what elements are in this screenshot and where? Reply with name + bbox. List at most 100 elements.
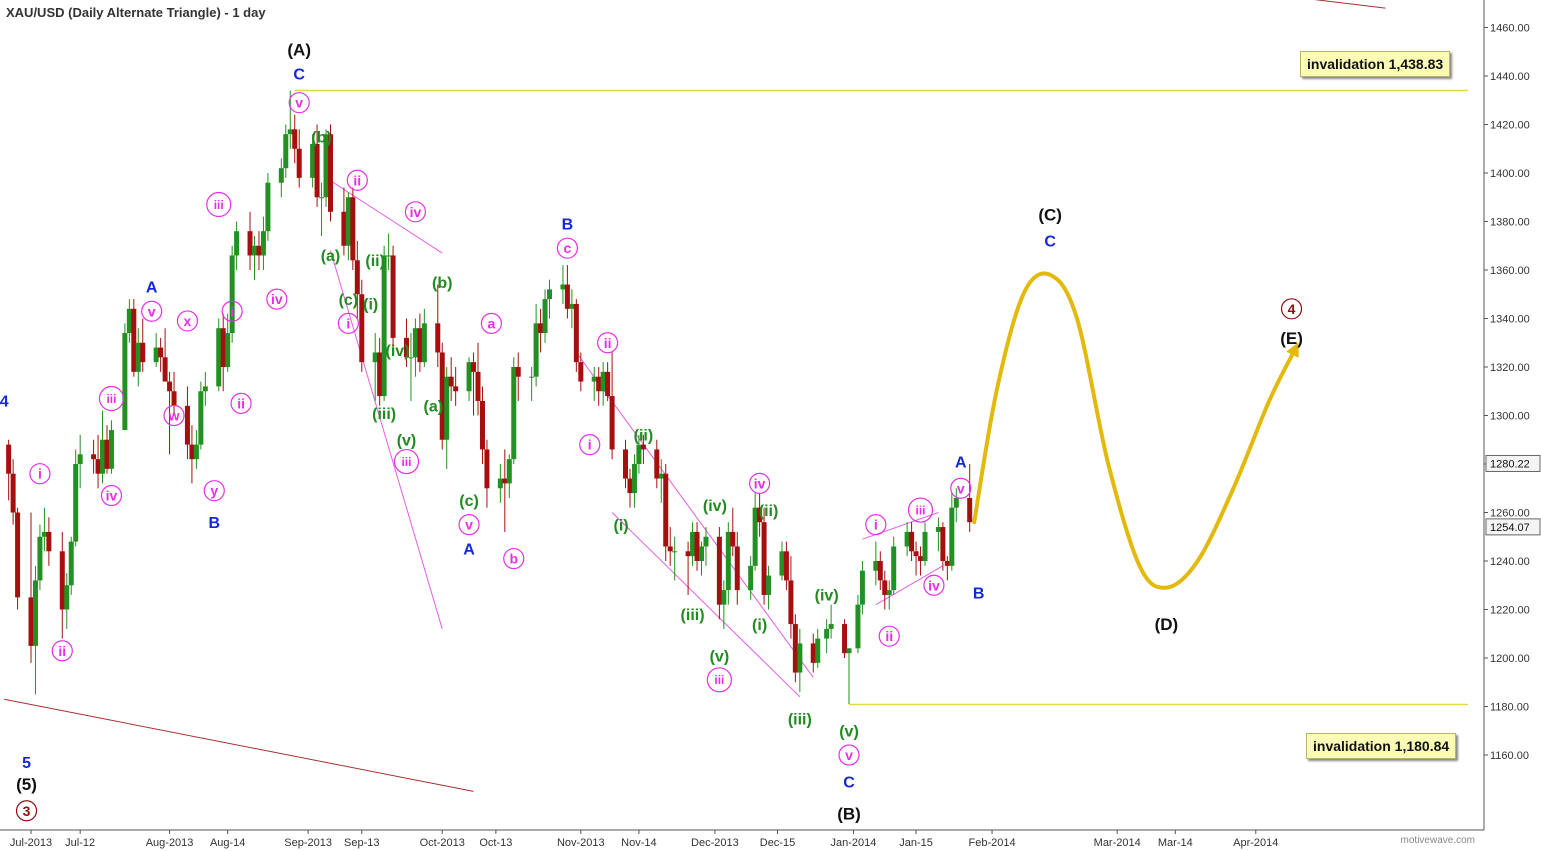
y-tick-label: 1300.00 [1490,411,1530,423]
wave-label: v [458,514,480,536]
wave-label-text: (b) [432,275,452,292]
candle-body [32,580,38,646]
x-tick-label: Jan-15 [899,837,933,849]
y-tick-label: 1440.00 [1490,71,1530,83]
candle-body [225,333,231,367]
channel-line [611,512,801,698]
candle-body [6,444,12,474]
x-tick-label: Nov-2013 [557,837,605,849]
x-tick-label: Apr-2014 [1233,837,1278,849]
candle-body [193,444,199,460]
wave-label-circle [597,332,619,354]
candle-body [824,628,830,639]
candle-body [761,522,767,595]
candle-body [292,129,298,149]
wave-label-circle [337,312,359,334]
candle-body [448,376,454,387]
wave-label: iv [100,484,123,507]
wave-label-circle [923,574,945,596]
wave-label: v [950,477,972,499]
price-tag-text: 1254.07 [1490,522,1530,534]
candle-body [64,585,70,610]
wave-label-text: B [973,585,985,602]
candle-body [100,439,106,474]
candle-body [904,531,910,547]
candle-body [703,536,709,547]
watermark: motivewave.com [1400,835,1475,846]
wave-label: (iv) [386,343,410,360]
candle-body [350,197,356,261]
x-tick-label: Aug-14 [210,837,245,849]
wave-label-circle [865,514,887,536]
wave-label-text: (a) [321,248,341,265]
candle-body [283,134,289,169]
wave-label-circle [230,392,252,414]
candle-body [730,531,736,547]
wave-label-text: (iii) [372,406,396,423]
candle-body [471,362,477,372]
candle-body [296,148,302,178]
candle-body [631,464,637,494]
candle-body [538,323,544,334]
wave-label: c [556,237,579,259]
x-tick-label: Aug-2013 [146,837,194,849]
x-tick-label: Jan-2014 [831,837,877,849]
wave-label-text: 5 [22,755,31,772]
candle-body [220,328,226,367]
candle-body [479,400,485,450]
wave-label: A [463,542,475,559]
candle-body [260,231,266,256]
candle-body [37,536,43,581]
wave-label: (ii) [365,253,385,270]
candle-body [202,386,208,392]
wave-label-text: y [210,483,218,499]
wave-label-circle [503,547,525,570]
candle-body [842,624,848,654]
wave-label-text: b [509,551,518,567]
wave-label-text: (5) [16,775,37,794]
wave-label-text: B [208,515,220,532]
baseline-line [4,698,474,792]
candle-body [314,143,320,198]
wave-label-text: i [874,517,878,533]
wave-label-text: C [843,774,855,791]
wave-label-text: ii [885,628,893,644]
candle-body [605,371,611,397]
wave-label-text: (v) [397,433,417,450]
wave-label: A [955,454,967,471]
candle-body [453,386,459,392]
price-tag: 1254.07 [1485,518,1541,536]
wave-label: ii [230,392,252,414]
candle-body [167,381,173,392]
wave-label: (i) [613,517,628,534]
wave-label-text: (c) [459,493,479,510]
chart-title: XAU/USD (Daily Alternate Triangle) - 1 d… [6,5,266,20]
wave-label-circle [393,448,420,475]
x-tick-label: Dec-15 [760,837,795,849]
candle-body [377,352,383,397]
candle-body [846,648,852,654]
candle-body [158,347,164,358]
wave-label: C [843,774,855,791]
candle-body [873,561,879,571]
wave-label-text: ii [604,335,612,351]
x-tick-label: Jul-2013 [10,837,52,849]
candle-body [783,551,789,581]
candle-body [658,473,664,479]
candle-body [216,328,222,387]
wave-label-text: i [230,303,234,319]
y-tick-label: 1340.00 [1490,314,1530,326]
wave-label: B [208,515,220,532]
wave-label-circle [556,237,579,259]
wave-label-text: c [564,240,572,256]
x-tick-label: Feb-2014 [969,837,1016,849]
wave-label: (b) [311,129,331,146]
invalidation-upper-label: invalidation 1,438.83 [1300,51,1451,77]
candle-body [108,430,114,469]
wave-label: (a) [424,399,444,416]
candle-body [189,444,195,460]
candle-body [381,255,387,397]
wave-label-circle [749,472,771,494]
wave-label-text: (A) [287,40,311,59]
wave-label-text: 4 [0,394,9,411]
